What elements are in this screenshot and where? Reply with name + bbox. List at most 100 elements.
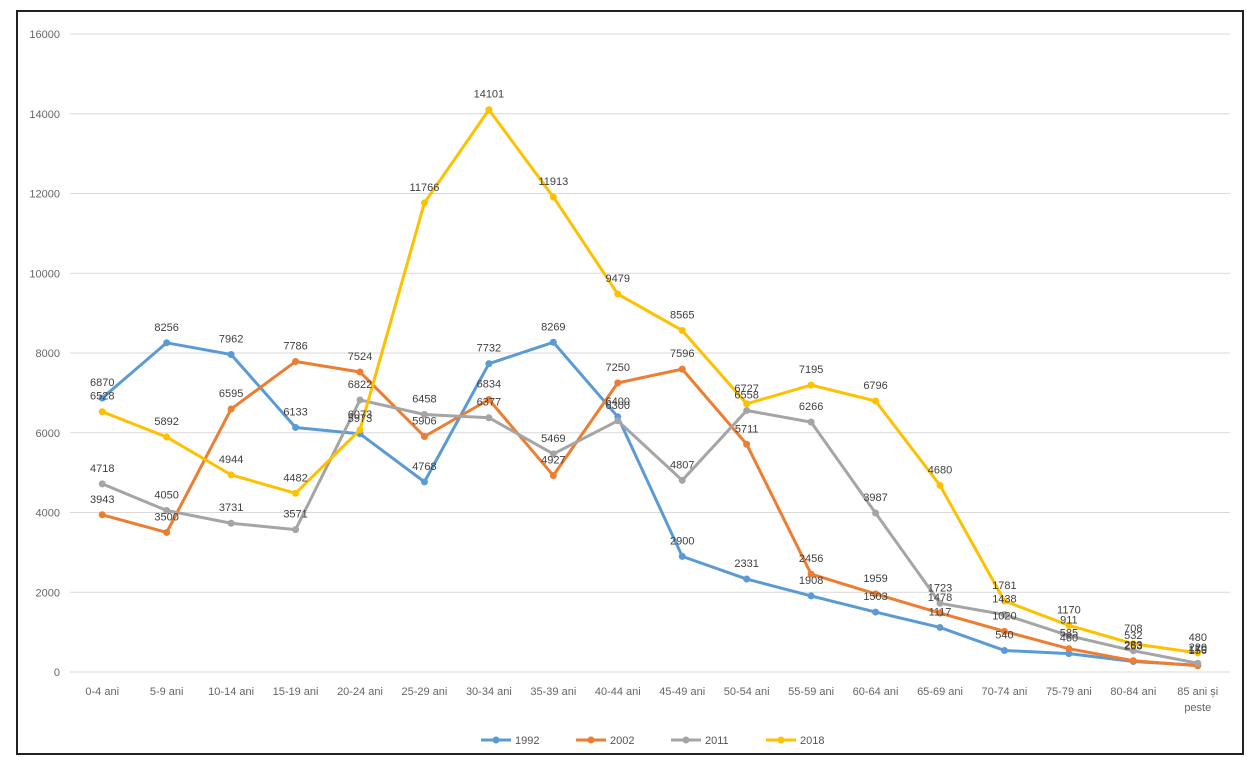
data-label-2018: 4680 <box>928 464 952 476</box>
x-tick-label-line: 85 ani și <box>1177 686 1218 698</box>
data-point-2011 <box>292 526 300 534</box>
x-tick-label: 45-49 ani <box>659 686 705 698</box>
legend-marker-2011 <box>682 736 690 744</box>
data-label-1992: 5973 <box>348 413 372 425</box>
x-tick-label-line: 65-69 ani <box>917 686 963 698</box>
data-label-2011: 6300 <box>606 400 630 412</box>
data-label-2002: 6834 <box>477 378 501 390</box>
data-point-2002 <box>614 379 622 387</box>
x-tick-label: 35-39 ani <box>530 686 576 698</box>
data-label-2002: 585 <box>1060 628 1078 640</box>
data-point-2002 <box>1129 657 1137 665</box>
x-tick-label: 50-54 ani <box>724 686 770 698</box>
x-tick-label: 0-4 ani <box>85 686 119 698</box>
series-line-2002 <box>100 360 1200 668</box>
data-label-2018: 5892 <box>154 416 178 428</box>
data-point-1992 <box>227 351 235 359</box>
y-axis-ticks: 0 2000 4000 6000 8000 10000 12000 14000 16000 <box>29 29 60 679</box>
legend: 1992 2002 2011 2018 <box>481 735 824 747</box>
data-point-1992 <box>678 552 686 560</box>
data-point-2002 <box>872 590 880 598</box>
x-tick-label-line: 80-84 ani <box>1110 686 1156 698</box>
y-tick-label: 0 <box>54 667 60 679</box>
data-label-2002: 1959 <box>863 573 887 585</box>
data-point-2011 <box>1194 659 1202 667</box>
legend-marker-2002 <box>587 736 595 744</box>
legend-marker-2018 <box>777 736 785 744</box>
data-point-2011 <box>163 507 171 515</box>
data-point-2002 <box>163 528 171 536</box>
legend-label-1992: 1992 <box>515 735 539 747</box>
data-label-2002: 283 <box>1124 640 1142 652</box>
data-point-1992 <box>485 360 493 368</box>
x-tick-label-line: 25-29 ani <box>402 686 448 698</box>
data-point-1992 <box>163 339 171 347</box>
legend-label-2002: 2002 <box>610 735 634 747</box>
x-tick-label-line: 75-79 ani <box>1046 686 1092 698</box>
data-point-2018 <box>98 408 106 416</box>
data-point-2002 <box>936 609 944 617</box>
x-tick-label-line: 15-19 ani <box>273 686 319 698</box>
x-tick-label: 85 ani și peste <box>1177 686 1218 714</box>
data-point-2002 <box>1000 627 1008 635</box>
data-label-2002: 156 <box>1189 645 1207 657</box>
data-label-2002: 5711 <box>735 423 759 435</box>
data-point-1992 <box>936 623 944 631</box>
data-label-1992: 2331 <box>734 558 758 570</box>
x-tick-label-line: 45-49 ani <box>659 686 705 698</box>
data-point-1992 <box>1065 650 1073 658</box>
x-tick-label-line: 30-34 ani <box>466 686 512 698</box>
data-label-2011: 4050 <box>154 490 178 502</box>
data-label-1992: 1908 <box>799 575 823 587</box>
data-point-2002 <box>98 511 106 519</box>
data-label-2018: 6727 <box>734 383 758 395</box>
data-label-2011: 911 <box>1060 615 1078 627</box>
data-point-1992 <box>872 608 880 616</box>
data-point-2018 <box>1194 649 1202 657</box>
data-label-2002: 4927 <box>541 455 565 467</box>
series-line-1992 <box>100 340 1200 667</box>
data-point-2018 <box>872 397 880 405</box>
data-label-2018: 14101 <box>474 89 505 101</box>
data-point-2002 <box>227 405 235 413</box>
data-label-2011: 6458 <box>412 393 436 405</box>
data-point-2002 <box>1065 645 1073 653</box>
data-point-2018 <box>227 471 235 479</box>
data-point-2018 <box>807 381 815 389</box>
data-point-2018 <box>292 489 300 497</box>
data-label-2011: 3571 <box>283 509 307 521</box>
data-label-2018: 1170 <box>1057 604 1081 616</box>
data-point-1992 <box>549 338 557 346</box>
data-label-2011: 220 <box>1189 642 1207 654</box>
data-label-2018: 6528 <box>90 391 114 403</box>
data-point-2002 <box>356 368 364 376</box>
data-point-2011 <box>614 417 622 425</box>
data-point-2011 <box>485 414 493 422</box>
data-label-1992: 263 <box>1124 641 1142 653</box>
data-label-2018: 8565 <box>670 309 694 321</box>
data-point-2018 <box>485 106 493 114</box>
data-point-2018 <box>1065 621 1073 629</box>
data-label-2018: 11766 <box>410 182 440 194</box>
data-label-1992: 8269 <box>541 321 565 333</box>
data-label-1992: 1503 <box>863 591 887 603</box>
data-label-2002: 6595 <box>219 388 243 400</box>
x-tick-label: 40-44 ani <box>595 686 641 698</box>
data-point-2011 <box>420 410 428 418</box>
data-label-2011: 4807 <box>670 459 694 471</box>
data-label-2018: 7195 <box>799 364 823 376</box>
data-label-2018: 6073 <box>348 409 372 421</box>
data-label-2002: 3943 <box>90 494 114 506</box>
data-point-2018 <box>549 193 557 201</box>
x-tick-label-line: 55-59 ani <box>788 686 834 698</box>
x-axis-ticks: 0-4 ani 5-9 ani 10-14 ani 15-19 ani 20-24 an… <box>85 686 1218 714</box>
x-tick-label: 80-84 ani <box>1110 686 1156 698</box>
data-point-2018 <box>678 326 686 334</box>
data-point-2011 <box>98 480 106 488</box>
data-label-1992: 540 <box>995 629 1013 641</box>
x-tick-label: 25-29 ani <box>402 686 448 698</box>
data-label-1992: 170 <box>1189 644 1207 656</box>
data-point-2011 <box>1065 632 1073 640</box>
x-tick-label-line: 0-4 ani <box>85 686 119 698</box>
data-label-2002: 7596 <box>670 348 694 360</box>
